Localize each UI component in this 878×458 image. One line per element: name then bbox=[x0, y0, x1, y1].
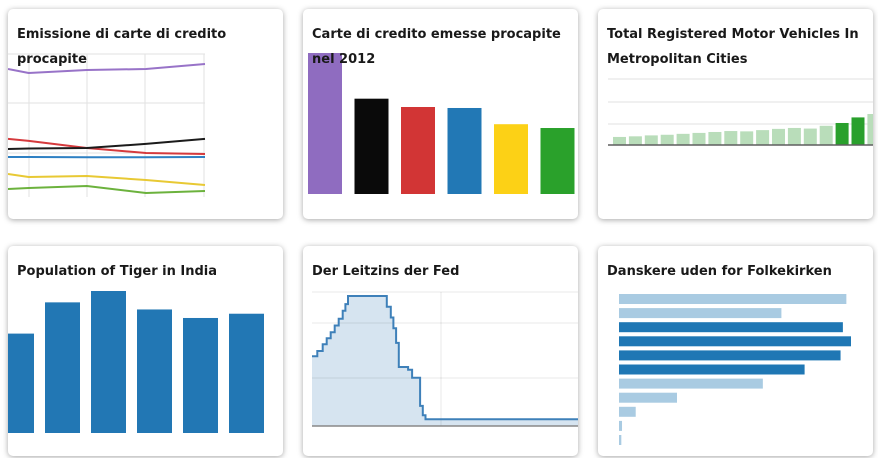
step-area-chart-thumbnail bbox=[312, 291, 578, 427]
chart-card-motor-vehicles[interactable]: Total Registered Motor Vehicles In Metro… bbox=[598, 9, 873, 219]
chart-card-fed-leitzins[interactable]: Der Leitzins der Fed bbox=[303, 246, 578, 456]
horizontal-bar-chart-thumbnail bbox=[619, 294, 851, 445]
chart-card-carte-di-credito-2012[interactable]: Carte di credito emesse procapite nel 20… bbox=[303, 9, 578, 219]
bar-chart-thumbnail bbox=[608, 78, 873, 146]
line-chart-thumbnail bbox=[8, 53, 206, 197]
bar-chart-thumbnail bbox=[8, 291, 264, 433]
bar-chart-thumbnail bbox=[308, 53, 575, 194]
chart-card-emissione-carte-di-credito[interactable]: Emissione di carte di credito procapite bbox=[8, 9, 283, 219]
chart-title: Carte di credito emesse procapite nel 20… bbox=[312, 27, 561, 67]
chart-title: Danskere uden for Folkekirken bbox=[607, 264, 832, 279]
chart-title: Total Registered Motor Vehicles In Metro… bbox=[607, 27, 859, 67]
chart-title: Der Leitzins der Fed bbox=[312, 264, 460, 279]
chart-title: Emissione di carte di credito procapite bbox=[17, 27, 227, 67]
chart-card-tiger-population[interactable]: Population of Tiger in India bbox=[8, 246, 283, 456]
chart-title: Population of Tiger in India bbox=[17, 264, 217, 279]
chart-card-folkekirken[interactable]: Danskere uden for Folkekirken bbox=[598, 246, 873, 456]
